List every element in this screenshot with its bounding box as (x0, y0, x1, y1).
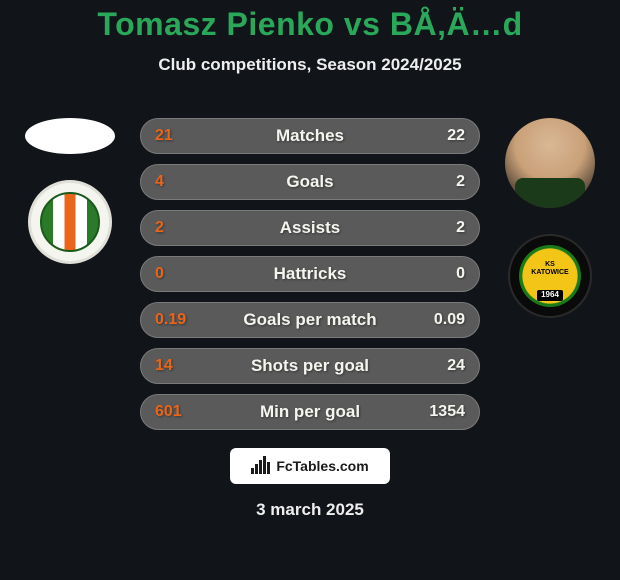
stat-row: 0.19Goals per match0.09 (140, 302, 480, 338)
stats-list: 21Matches224Goals22Assists20Hattricks00.… (140, 118, 480, 440)
gks-badge-inner: KSKATOWICE 1964 (519, 245, 581, 307)
right-club-logo: KSKATOWICE 1964 (508, 234, 592, 318)
stat-row: 601Min per goal1354 (140, 394, 480, 430)
stat-left-value: 14 (155, 357, 173, 375)
stat-row: 0Hattricks0 (140, 256, 480, 292)
bar-chart-icon (251, 458, 270, 474)
stat-right-value: 1354 (429, 403, 465, 421)
stat-right-value: 24 (447, 357, 465, 375)
left-player-avatar (25, 118, 115, 154)
stat-row: 21Matches22 (140, 118, 480, 154)
zaglebie-badge-inner (40, 192, 100, 252)
stat-row: 4Goals2 (140, 164, 480, 200)
stat-label: Goals per match (141, 310, 479, 330)
fctables-label: FcTables.com (276, 458, 368, 474)
right-player-avatar (505, 118, 595, 208)
left-player-column (20, 118, 120, 264)
stat-label: Hattricks (141, 264, 479, 284)
stat-right-value: 2 (456, 219, 465, 237)
stat-left-value: 2 (155, 219, 164, 237)
stat-left-value: 0 (155, 265, 164, 283)
stat-left-value: 601 (155, 403, 182, 421)
stat-label: Shots per goal (141, 356, 479, 376)
fctables-watermark: FcTables.com (230, 448, 390, 484)
gks-badge-text: KSKATOWICE (531, 261, 568, 276)
stat-label: Assists (141, 218, 479, 238)
left-club-logo (28, 180, 112, 264)
stat-right-value: 22 (447, 127, 465, 145)
right-player-column: KSKATOWICE 1964 (500, 118, 600, 318)
stat-left-value: 0.19 (155, 311, 186, 329)
gks-badge-year: 1964 (537, 290, 563, 301)
stat-left-value: 21 (155, 127, 173, 145)
stat-row: 14Shots per goal24 (140, 348, 480, 384)
stat-right-value: 0 (456, 265, 465, 283)
page-title: Tomasz Pienko vs BÅ‚Ä…d (0, 0, 620, 43)
date-label: 3 march 2025 (0, 500, 620, 520)
stat-left-value: 4 (155, 173, 164, 191)
subtitle: Club competitions, Season 2024/2025 (0, 55, 620, 75)
comparison-card: Tomasz Pienko vs BÅ‚Ä…d Club competition… (0, 0, 620, 580)
stat-right-value: 0.09 (434, 311, 465, 329)
stat-label: Goals (141, 172, 479, 192)
stat-right-value: 2 (456, 173, 465, 191)
stat-row: 2Assists2 (140, 210, 480, 246)
stat-label: Matches (141, 126, 479, 146)
